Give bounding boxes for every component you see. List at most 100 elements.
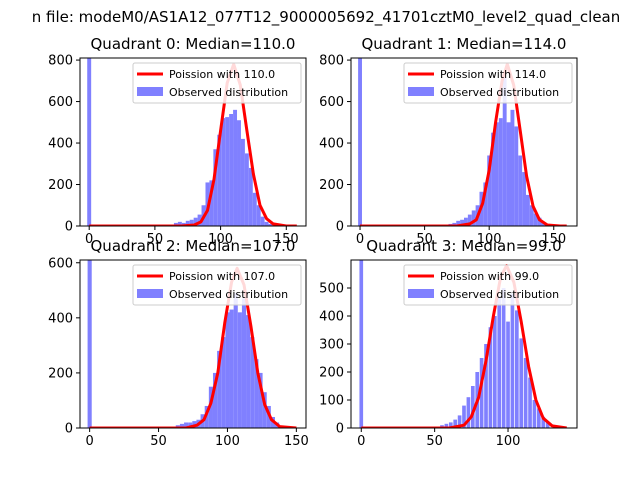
histogram-bar (506, 321, 510, 428)
x-tick-label: 0 (356, 232, 364, 247)
histogram-bar (233, 109, 238, 226)
y-tick-label: 400 (48, 311, 73, 326)
quadrant-1-title: Quadrant 1: Median=114.0 (362, 35, 567, 53)
histogram-bar (225, 312, 230, 428)
legend-swatch-observed (137, 87, 163, 96)
histogram-bar (464, 217, 468, 226)
histogram-bar (519, 338, 524, 428)
histogram-bar (522, 172, 526, 226)
figure-title: n file: modeM0/AS1A12_077T12_9000005692_… (32, 8, 621, 27)
histogram-bar (264, 221, 269, 226)
histogram-bar (494, 122, 499, 226)
histogram-bar (252, 192, 257, 226)
histogram-bar (188, 422, 193, 428)
x-tick-label: 0 (85, 232, 93, 247)
legend-label-observed: Observed distribution (440, 288, 559, 301)
x-tick-label: 50 (416, 232, 433, 247)
y-tick-label: 400 (48, 137, 73, 152)
legend-box (403, 264, 573, 306)
histogram-bar (498, 118, 503, 226)
y-tick-label: 800 (48, 54, 73, 69)
y-tick-label: 0 (336, 422, 344, 437)
x-tick-label: 100 (215, 434, 240, 449)
histogram-bar (541, 416, 546, 428)
y-tick-label: 200 (48, 366, 73, 381)
axes-frame (350, 57, 578, 227)
legend: Poission with 107.0 Observed distribution (132, 264, 302, 306)
histogram-bar (177, 221, 182, 226)
histogram-bar (221, 118, 226, 226)
legend-label-observed: Observed distribution (440, 86, 559, 99)
histogram-bar (491, 132, 495, 226)
histogram-bar (467, 214, 472, 226)
histogram-bar (185, 220, 190, 226)
x-tick-label: 150 (541, 232, 566, 247)
histogram-bar (204, 405, 209, 428)
histogram-bar (241, 298, 247, 428)
histogram-bar (529, 205, 534, 226)
histogram-bar (506, 122, 511, 226)
histogram-bar (189, 219, 194, 226)
x-tick-label: 100 (208, 232, 233, 247)
x-tick-label: 50 (147, 232, 164, 247)
histogram-bar (533, 213, 538, 226)
histogram-bar (484, 344, 488, 428)
legend-label-poisson: Poission with 110.0 (169, 68, 275, 81)
histogram-bar (456, 220, 461, 226)
histogram-bar (233, 293, 238, 428)
histogram-bar (518, 155, 523, 226)
y-tick-label: 600 (319, 95, 344, 110)
histogram-bar (229, 309, 234, 428)
y-tick-label: 200 (48, 178, 73, 193)
histogram-bar (260, 216, 265, 226)
histogram-bar (240, 138, 245, 226)
x-tick-label: 50 (150, 434, 167, 449)
histogram-bar (213, 149, 218, 226)
histogram-bar (262, 392, 267, 428)
legend-label-poisson: Poission with 114.0 (440, 68, 546, 81)
histogram-bar (208, 386, 213, 428)
histogram-bar (510, 109, 515, 226)
histogram-bar (457, 415, 462, 428)
histogram-bar (358, 58, 362, 226)
histogram-bar (453, 419, 458, 428)
histogram-bar (237, 312, 242, 428)
histogram-bar (179, 423, 185, 428)
histogram-bar (492, 316, 497, 428)
histogram-bar (537, 408, 541, 428)
x-tick-label: 100 (496, 434, 521, 449)
histogram-bar (184, 422, 189, 428)
axes-frame (79, 57, 307, 227)
histogram-bar (212, 372, 218, 428)
y-tick-label: 300 (319, 338, 344, 353)
histogram-bar (256, 205, 261, 226)
histogram-bar (448, 422, 453, 428)
legend-swatch-observed (408, 87, 434, 96)
histogram-bar (173, 222, 178, 226)
histogram-bar (541, 222, 546, 226)
histogram-bar (532, 400, 537, 428)
histogram-bar (268, 223, 273, 226)
histogram-bar (359, 260, 364, 428)
quadrant-0-title: Quadrant 0: Median=110.0 (91, 35, 296, 53)
legend-label-observed: Observed distribution (169, 288, 288, 301)
legend-label-observed: Observed distribution (169, 86, 288, 99)
legend: Poission with 110.0 Observed distribution (132, 62, 302, 104)
y-tick-label: 200 (319, 366, 344, 381)
histogram-bar (460, 219, 464, 226)
legend-box (132, 62, 302, 104)
y-tick-label: 100 (319, 394, 344, 409)
x-tick-label: 0 (357, 434, 365, 449)
axes-frame (79, 259, 307, 429)
legend: Poission with 114.0 Observed distribution (403, 62, 573, 104)
histogram-bar (488, 327, 493, 428)
histogram-bar (471, 210, 476, 226)
x-tick-label: 0 (86, 434, 94, 449)
x-tick-label: 100 (477, 232, 502, 247)
histogram-bar (487, 155, 492, 226)
legend-box (403, 62, 573, 104)
histogram-bar (87, 58, 92, 226)
histogram-bar (258, 372, 263, 428)
quadrant-0-panel: Quadrant 0: Median=110.0 0 50 100 150 0 200 400… (48, 35, 307, 247)
